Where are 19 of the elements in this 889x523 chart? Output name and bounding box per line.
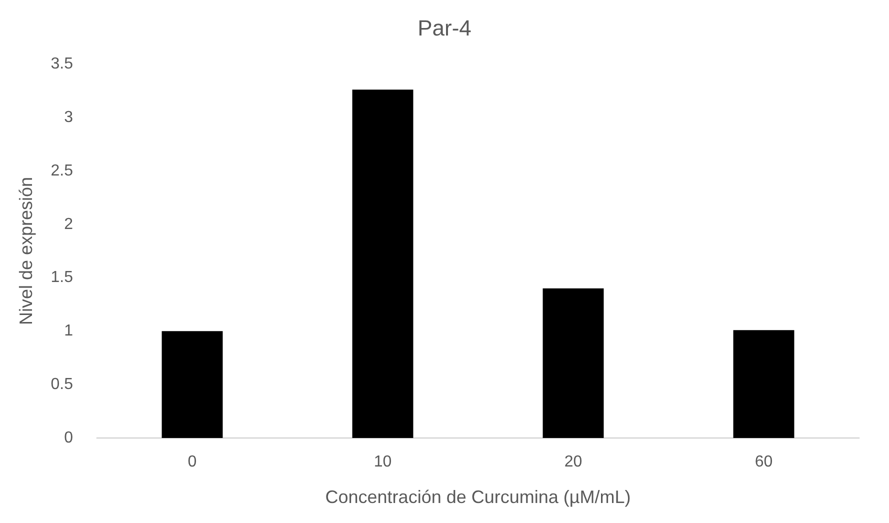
bar [542,288,604,438]
y-tick-label: 1.5 [50,269,74,286]
y-tick-label: 3.5 [50,56,74,72]
x-tick-label: 20 [564,454,582,470]
bar [162,331,223,438]
bar [733,330,794,438]
y-tick-label: 0.5 [50,376,74,394]
y-tick-label: 0 [64,430,74,446]
x-axis-title: Concentración de Curcumina (µM/mL) [325,487,631,507]
y-axis-title: Nivel de expresión [16,176,36,326]
x-tick-label: 10 [374,454,392,470]
y-tick-label: 2.5 [50,162,74,180]
chart-title: Par-4 [418,16,472,40]
bar [352,90,414,438]
x-tick-label: 60 [754,454,773,470]
y-tick-label: 1 [64,322,74,340]
y-tick-label: 3 [64,108,74,126]
x-tick-label: 0 [188,454,197,470]
y-tick-label: 2 [64,216,74,233]
